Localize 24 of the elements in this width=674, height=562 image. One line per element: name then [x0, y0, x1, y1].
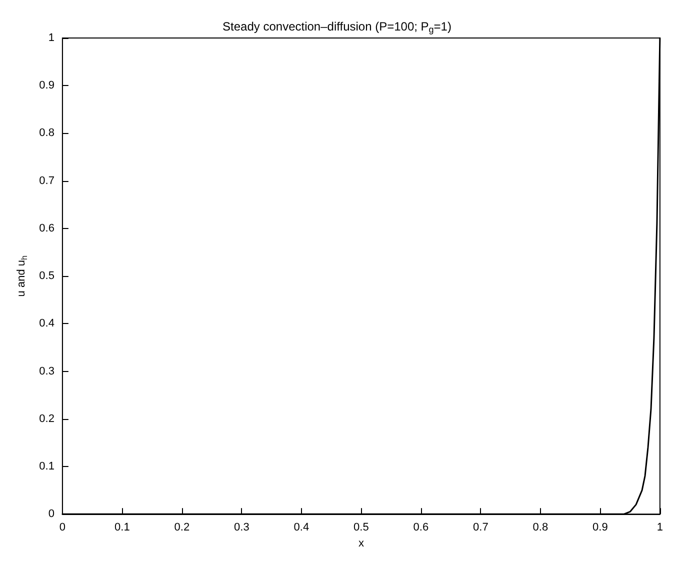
y-axis-title: u and uh: [16, 254, 29, 297]
x-tick-label: 1: [656, 522, 664, 534]
y-tick-label: 0.4: [39, 318, 54, 330]
x-tick-label: 0.2: [174, 522, 190, 534]
x-tick-label: 0.3: [234, 522, 250, 534]
x-tick-label: 0.6: [413, 522, 429, 534]
y-tick-label: 0.1: [39, 460, 54, 472]
x-tick-label: 0.9: [592, 522, 608, 534]
y-tick-label: 0.8: [39, 127, 54, 140]
y-tick-label: 0.3: [39, 365, 54, 378]
y-tick-label: 0.6: [39, 222, 54, 234]
y-tick-label: 0.7: [39, 174, 54, 187]
y-tick-label: 0.2: [39, 412, 54, 425]
y-tick-label: 1: [48, 32, 54, 44]
x-axis-title: x: [358, 538, 364, 550]
x-tick-label: 0.1: [114, 522, 130, 534]
x-tick-label: 0.4: [294, 522, 310, 534]
y-tick-label: 0: [48, 508, 54, 520]
x-tick-label: 0.5: [354, 522, 369, 534]
y-tick-label: 0.5: [39, 270, 54, 282]
x-tick-label: 0.7: [473, 522, 488, 534]
y-tick-label: 0.9: [39, 80, 54, 92]
x-tick-label: 0.8: [532, 522, 548, 534]
x-tick-label: 0: [59, 522, 66, 534]
